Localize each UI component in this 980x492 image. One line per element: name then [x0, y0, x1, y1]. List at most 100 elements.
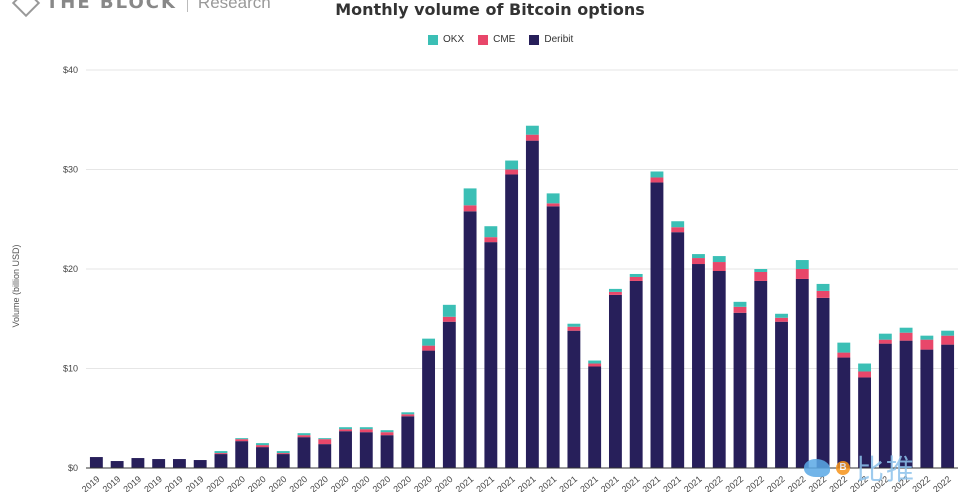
bar-deribit: [463, 211, 477, 469]
bar-deribit: [380, 435, 394, 468]
bar-deribit: [152, 459, 166, 468]
bar-cme: [422, 345, 436, 351]
bar-okx: [256, 443, 269, 446]
x-tick-label: 2021: [682, 474, 704, 492]
bar-cme: [712, 262, 726, 271]
legend-swatch-deribit: [529, 34, 540, 45]
x-tick-label: 2019: [163, 474, 185, 492]
bar-cme: [816, 290, 830, 298]
bar-deribit: [110, 461, 124, 468]
bar-okx: [608, 288, 622, 292]
bar-deribit: [733, 312, 747, 468]
bar-okx: [878, 333, 892, 340]
x-tick-label: 2019: [121, 474, 143, 492]
bar-deribit: [131, 458, 145, 468]
x-tick-label: 2020: [308, 474, 330, 492]
bar-okx: [276, 451, 290, 454]
bar-okx: [692, 254, 705, 259]
bar-deribit: [712, 270, 726, 468]
bar-cme: [692, 258, 705, 265]
x-tick-label: 2019: [80, 474, 102, 492]
bar-cme: [733, 306, 747, 313]
bar-deribit: [608, 294, 622, 468]
bar-cme: [359, 429, 373, 433]
bar-deribit: [89, 457, 103, 468]
bar-okx: [567, 323, 581, 327]
bar-cme: [629, 276, 643, 281]
x-tick-label: 2020: [371, 474, 393, 492]
x-tick-label: 2020: [204, 474, 226, 492]
x-tick-label: 2020: [267, 474, 289, 492]
legend-item-okx[interactable]: OKX: [428, 34, 464, 45]
bar-deribit: [442, 321, 456, 468]
bar-cme: [899, 332, 913, 341]
x-tick-label: 2020: [391, 474, 413, 492]
bar-deribit: [546, 206, 560, 468]
bar-cme: [588, 363, 602, 367]
bar-okx: [816, 283, 830, 291]
bar-okx: [733, 301, 747, 307]
bar-deribit: [858, 377, 872, 468]
x-tick-label: 2020: [225, 474, 247, 492]
bar-deribit: [484, 242, 498, 468]
bar-cme: [463, 205, 477, 212]
bar-deribit: [671, 232, 685, 468]
bar-deribit: [297, 437, 311, 468]
bar-deribit: [214, 454, 228, 468]
x-tick-label: 2021: [620, 474, 642, 492]
x-tick-label: 2022: [765, 474, 787, 492]
bar-okx: [214, 451, 228, 454]
bar-deribit: [941, 344, 955, 468]
bar-cme: [505, 169, 519, 175]
legend-label-cme: CME: [493, 34, 516, 45]
x-tick-label: 2021: [454, 474, 476, 492]
bar-deribit: [318, 444, 332, 468]
bitcoin-coin-icon: B: [835, 461, 850, 475]
legend-swatch-cme: [478, 34, 489, 45]
bar-okx: [484, 226, 498, 238]
bar-cme: [920, 339, 934, 350]
bar-deribit: [795, 278, 809, 468]
bar-okx: [380, 430, 394, 433]
bar-deribit: [816, 297, 830, 468]
bar-deribit: [629, 280, 643, 468]
legend-label-deribit: Deribit: [544, 34, 574, 45]
chart-legend: OKX CME Deribit: [428, 34, 573, 45]
bar-okx: [401, 412, 415, 415]
bar-okx: [525, 125, 539, 135]
watermark-text: 比推: [855, 453, 916, 486]
bar-deribit: [775, 321, 788, 468]
brand-header: THE BLOCK Research: [11, 0, 271, 17]
bar-cme: [567, 326, 581, 331]
x-tick-label: 2020: [288, 474, 310, 492]
bar-deribit: [505, 174, 519, 468]
bar-cme: [339, 429, 352, 432]
watermark: B 比推: [803, 448, 916, 488]
bar-okx: [505, 160, 519, 170]
bar-okx: [920, 335, 934, 340]
x-tick-label: 2021: [516, 474, 538, 492]
bar-okx: [339, 427, 352, 430]
x-tick-label: 2020: [412, 474, 434, 492]
x-tick-label: 2022: [724, 474, 746, 492]
x-tick-label: 2020: [433, 474, 455, 492]
bar-okx: [941, 330, 955, 336]
x-tick-label: 2019: [142, 474, 164, 492]
x-tick-label: 2021: [661, 474, 683, 492]
bar-okx: [671, 221, 685, 228]
bar-cme: [380, 432, 394, 436]
x-tick-label: 2019: [101, 474, 123, 492]
chart-title: Monthly volume of Bitcoin options: [335, 0, 645, 19]
bar-okx: [422, 338, 436, 346]
brand-divider: [186, 0, 188, 12]
bar-deribit: [920, 349, 934, 468]
bar-deribit: [276, 454, 290, 468]
legend-item-cme[interactable]: CME: [478, 34, 515, 45]
y-tick-label: $10: [63, 364, 78, 374]
y-tick-label: $20: [63, 264, 78, 274]
legend-item-deribit[interactable]: Deribit: [529, 34, 573, 45]
bar-okx: [795, 260, 809, 269]
legend-swatch-okx: [428, 34, 438, 45]
bar-deribit: [692, 264, 705, 468]
bar-cme: [878, 339, 892, 344]
